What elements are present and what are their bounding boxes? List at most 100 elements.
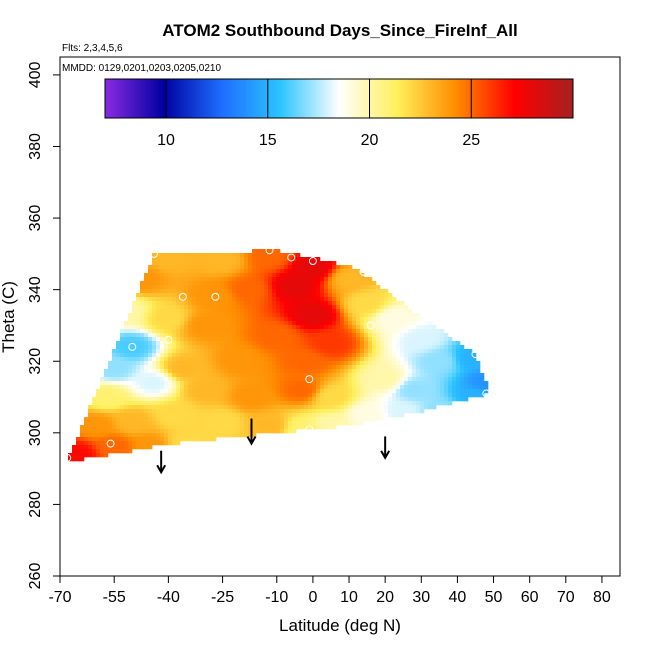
- heatmap-cell: [212, 393, 217, 398]
- heatmap-cell: [356, 405, 361, 410]
- heatmap-cell: [128, 373, 133, 378]
- heatmap-cell: [296, 345, 301, 350]
- heatmap-cell: [288, 369, 293, 374]
- heatmap-cell: [104, 441, 109, 446]
- heatmap-cell: [320, 285, 325, 290]
- heatmap-cell: [304, 301, 309, 306]
- heatmap-cell: [436, 333, 441, 338]
- heatmap-cell: [96, 441, 101, 446]
- heatmap-cell: [440, 393, 445, 398]
- heatmap-cell: [328, 425, 333, 430]
- heatmap-cell: [268, 289, 273, 294]
- heatmap-cell: [364, 357, 369, 362]
- heatmap-cell: [208, 325, 213, 330]
- heatmap-cell: [384, 321, 389, 326]
- heatmap-cell: [260, 369, 265, 374]
- heatmap-cell: [240, 321, 245, 326]
- heatmap-cell: [136, 301, 141, 306]
- heatmap-cell: [252, 397, 257, 402]
- heatmap-cell: [184, 425, 189, 430]
- heatmap-cell: [228, 409, 233, 414]
- heatmap-cell: [260, 325, 265, 330]
- heatmap-cell: [284, 369, 289, 374]
- heatmap-cell: [212, 253, 217, 258]
- heatmap-cell: [168, 357, 173, 362]
- heatmap-cell: [172, 281, 177, 286]
- heatmap-cell: [296, 341, 301, 346]
- heatmap-cell: [288, 257, 293, 262]
- heatmap-cell: [328, 393, 333, 398]
- heatmap-cell: [232, 433, 237, 438]
- heatmap-cell: [324, 369, 329, 374]
- heatmap-cell: [184, 265, 189, 270]
- heatmap-cell: [92, 445, 97, 450]
- heatmap-cell: [372, 405, 377, 410]
- heatmap-cell: [388, 353, 393, 358]
- heatmap-cell: [272, 273, 277, 278]
- heatmap-cell: [248, 265, 253, 270]
- heatmap-cell: [216, 265, 221, 270]
- heatmap-cell: [328, 413, 333, 418]
- heatmap-cell: [180, 309, 185, 314]
- heatmap-cell: [376, 373, 381, 378]
- heatmap-cell: [344, 361, 349, 366]
- heatmap-cell: [164, 425, 169, 430]
- heatmap-cell: [336, 269, 341, 274]
- heatmap-cell: [152, 289, 157, 294]
- heatmap-cell: [108, 381, 113, 386]
- heatmap-cell: [464, 357, 469, 362]
- heatmap-cell: [440, 353, 445, 358]
- heatmap-cell: [100, 445, 105, 450]
- heatmap-cell: [416, 401, 421, 406]
- heatmap-cell: [188, 333, 193, 338]
- heatmap-cell: [212, 261, 217, 266]
- heatmap-cell: [376, 381, 381, 386]
- heatmap-cell: [300, 365, 305, 370]
- heatmap-cell: [356, 389, 361, 394]
- heatmap-cell: [408, 313, 413, 318]
- heatmap-cell: [260, 337, 265, 342]
- heatmap-cell: [312, 341, 317, 346]
- heatmap-cell: [208, 289, 213, 294]
- heatmap-cell: [312, 313, 317, 318]
- heatmap-cell: [208, 389, 213, 394]
- heatmap-cell: [396, 317, 401, 322]
- heatmap-cell: [244, 301, 249, 306]
- heatmap-cell: [376, 385, 381, 390]
- heatmap-cell: [204, 357, 209, 362]
- heatmap-cell: [236, 341, 241, 346]
- heatmap-cell: [140, 401, 145, 406]
- heatmap-cell: [332, 261, 337, 266]
- heatmap-cell: [368, 297, 373, 302]
- heatmap-cell: [392, 357, 397, 362]
- heatmap-cell: [380, 361, 385, 366]
- heatmap-cell: [448, 337, 453, 342]
- heatmap-cell: [304, 313, 309, 318]
- heatmap-cell: [244, 409, 249, 414]
- heatmap-cell: [236, 309, 241, 314]
- heatmap-cell: [360, 421, 365, 426]
- heatmap-cell: [244, 309, 249, 314]
- heatmap-cell: [140, 421, 145, 426]
- heatmap-cell: [380, 321, 385, 326]
- heatmap-cell: [208, 277, 213, 282]
- heatmap-cell: [220, 389, 225, 394]
- heatmap-cell: [256, 261, 261, 266]
- heatmap-cell: [472, 377, 477, 382]
- heatmap-cell: [420, 389, 425, 394]
- heatmap-cell: [148, 417, 153, 422]
- heatmap-cell: [256, 309, 261, 314]
- heatmap-cell: [292, 305, 297, 310]
- heatmap-cell: [272, 261, 277, 266]
- heatmap-cell: [384, 401, 389, 406]
- heatmap-cell: [328, 281, 333, 286]
- heatmap-cell: [348, 369, 353, 374]
- heatmap-cell: [248, 333, 253, 338]
- heatmap-cell: [256, 369, 261, 374]
- heatmap-cell: [296, 277, 301, 282]
- heatmap-cell: [372, 281, 377, 286]
- heatmap-cell: [336, 289, 341, 294]
- heatmap-cell: [232, 321, 237, 326]
- heatmap-cell: [168, 297, 173, 302]
